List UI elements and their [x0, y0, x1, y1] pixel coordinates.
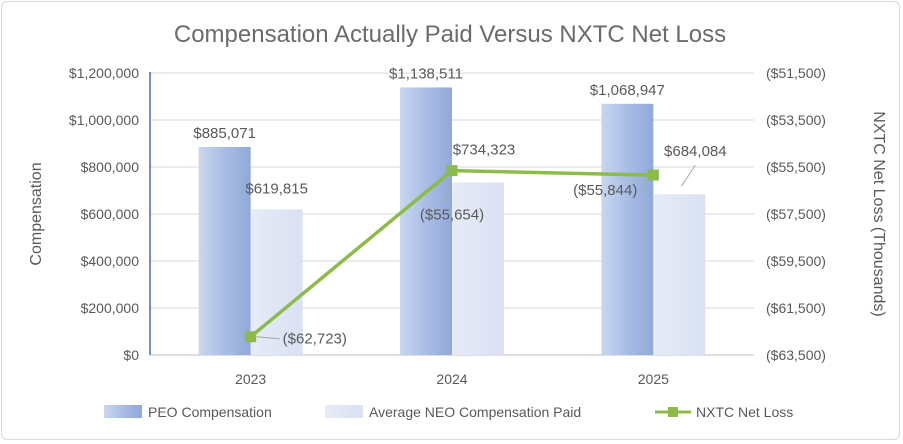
leader-line-neo — [680, 164, 696, 187]
bar-peo — [198, 147, 251, 355]
data-labels: $885,071 $1,138,511 $1,068,947 $619,815 $734… — [193, 65, 726, 347]
bar-peo — [601, 103, 654, 355]
legend-label-neo: Average NEO Compensation Paid — [369, 404, 581, 420]
chart: Compensation Actually Paid Versus NXTC N… — [28, 21, 887, 420]
y-tick-label: $1,000,000 — [69, 112, 139, 128]
y-tick-label: $200,000 — [81, 300, 140, 316]
y2-tick-label: ($59,500) — [766, 253, 826, 269]
y-tick-label: $600,000 — [81, 206, 140, 222]
data-label-peo: $885,071 — [193, 125, 256, 142]
y-tick-label: $400,000 — [81, 253, 140, 269]
net-loss-line — [245, 165, 659, 343]
y2-tick-label: ($61,500) — [766, 300, 826, 316]
net-loss-marker — [647, 169, 659, 181]
legend-label-peo: PEO Compensation — [148, 404, 272, 420]
x-axis-ticks: 2023 2024 2025 — [235, 371, 669, 387]
y2-tick-label: ($63,500) — [766, 347, 826, 363]
y2-tick-label: ($53,500) — [766, 112, 826, 128]
bar-neo — [653, 194, 706, 355]
x-tick-label: 2025 — [638, 371, 669, 387]
data-label-net-loss: ($55,654) — [420, 207, 484, 224]
legend-item-net-loss: NXTC Net Loss — [655, 404, 793, 420]
y2-tick-label: ($51,500) — [766, 65, 826, 81]
leader-line-net-loss — [638, 178, 648, 190]
y-tick-label: $800,000 — [81, 159, 140, 175]
legend-swatch-neo — [325, 405, 363, 418]
y2-tick-label: ($57,500) — [766, 206, 826, 222]
chart-title: Compensation Actually Paid Versus NXTC N… — [174, 21, 726, 48]
bars — [198, 87, 706, 355]
bar-peo — [400, 87, 452, 355]
y2-axis-title: NXTC Net Loss (Thousands) — [870, 111, 887, 316]
data-label-net-loss: ($55,844) — [573, 182, 637, 199]
left-axis-ticks: $0 $200,000 $400,000 $600,000 $800,000 $1,000… — [69, 65, 139, 363]
right-axis-ticks: ($63,500) ($61,500) ($59,500) ($57,500) ($55… — [766, 65, 826, 363]
data-label-net-loss: ($62,723) — [283, 331, 347, 348]
legend: PEO Compensation Average NEO Compensatio… — [104, 404, 793, 420]
leader-line-net-loss — [256, 336, 280, 340]
y-tick-label: $1,200,000 — [69, 65, 139, 81]
leader-lines — [256, 164, 696, 340]
legend-label-net-loss: NXTC Net Loss — [696, 404, 793, 420]
data-label-peo: $1,138,511 — [389, 65, 463, 82]
y-tick-label: $0 — [123, 347, 139, 363]
bar-neo — [452, 182, 504, 355]
data-label-neo: $684,084 — [664, 143, 727, 160]
legend-item-peo: PEO Compensation — [104, 404, 272, 420]
y-axis-title: Compensation — [28, 162, 45, 265]
net-loss-marker — [446, 165, 458, 177]
data-label-neo: $619,815 — [245, 180, 308, 197]
net-loss-marker — [245, 331, 257, 343]
y2-tick-label: ($55,500) — [766, 159, 826, 175]
x-tick-label: 2023 — [235, 371, 266, 387]
data-label-neo: $734,323 — [453, 141, 516, 158]
legend-swatch-peo — [104, 405, 142, 418]
data-label-peo: $1,068,947 — [590, 82, 665, 99]
leader-line-net-loss — [443, 176, 453, 203]
x-tick-label: 2024 — [436, 371, 467, 387]
legend-item-neo: Average NEO Compensation Paid — [325, 404, 581, 420]
legend-marker-net-loss — [668, 407, 678, 417]
